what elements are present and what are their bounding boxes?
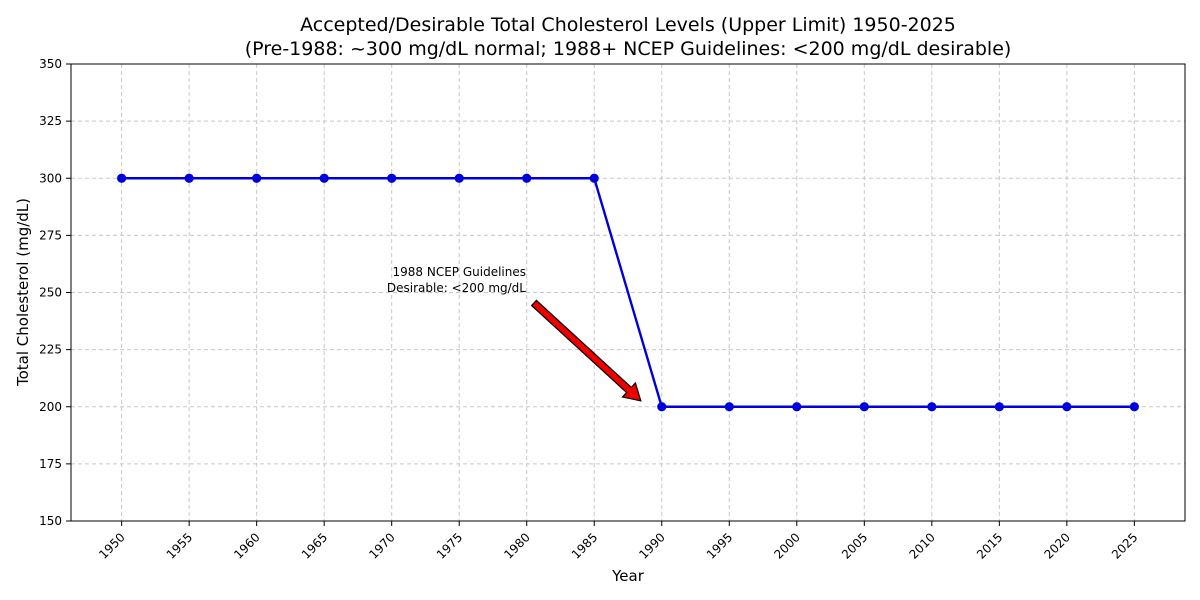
data-point-2010	[927, 402, 937, 412]
data-point-2015	[994, 402, 1004, 412]
data-point-2025	[1129, 402, 1139, 412]
data-point-1970	[387, 173, 397, 183]
y-tick-label-150: 150	[39, 514, 62, 528]
data-point-1955	[184, 173, 194, 183]
y-tick-label-300: 300	[39, 171, 62, 185]
plot-area-frame	[70, 63, 1186, 522]
data-point-2005	[859, 402, 869, 412]
data-point-1990	[657, 402, 667, 412]
y-tick-label-350: 350	[39, 57, 62, 71]
annotation-text-line1: 1988 NCEP Guidelines	[393, 265, 527, 279]
x-axis-label: Year	[611, 567, 645, 585]
y-tick-label-250: 250	[39, 286, 62, 300]
chart-title-line2: (Pre-1988: ~300 mg/dL normal; 1988+ NCEP…	[245, 38, 1012, 60]
y-tick-label-225: 225	[39, 343, 62, 357]
y-tick-label-175: 175	[39, 457, 62, 471]
data-point-1995	[724, 402, 734, 412]
y-axis-label: Total Cholesterol (mg/dL)	[14, 198, 32, 387]
y-tick-label-325: 325	[39, 114, 62, 128]
y-tick-label-275: 275	[39, 228, 62, 242]
series-cholesterol	[117, 173, 1139, 412]
data-point-1980	[522, 173, 532, 183]
chart-title-line1: Accepted/Desirable Total Cholesterol Lev…	[300, 14, 956, 36]
data-point-1950	[117, 173, 127, 183]
data-point-2020	[1062, 402, 1072, 412]
data-point-1960	[252, 173, 262, 183]
annotation-text-line2: Desirable: <200 mg/dL	[387, 281, 526, 295]
data-point-1975	[454, 173, 464, 183]
data-point-1985	[589, 173, 599, 183]
annotation: 1988 NCEP Guidelines Desirable: <200 mg/…	[387, 265, 642, 402]
data-point-1965	[319, 173, 329, 183]
annotation-arrow	[530, 299, 642, 402]
series-line	[121, 177, 1135, 408]
y-tick-label-200: 200	[39, 400, 62, 414]
data-point-2000	[792, 402, 802, 412]
